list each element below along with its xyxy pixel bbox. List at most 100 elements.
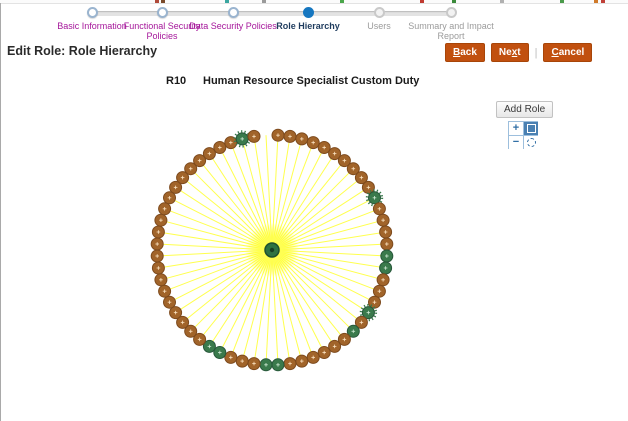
role-node[interactable] [346, 162, 360, 176]
step-circle-role-hierarchy [302, 7, 314, 18]
role-node[interactable] [163, 295, 176, 309]
role-node[interactable] [193, 154, 207, 168]
role-node[interactable] [283, 129, 297, 143]
role-node[interactable] [202, 147, 216, 161]
role-node[interactable] [213, 141, 227, 154]
back-button[interactable]: Back [445, 43, 485, 62]
stepper-track [92, 11, 451, 16]
role-node[interactable] [151, 261, 165, 275]
step-circle-basic-information[interactable] [86, 7, 98, 18]
role-node[interactable] [150, 237, 164, 251]
favicon-fragment [161, 0, 165, 3]
role-node[interactable] [376, 213, 390, 227]
role-node[interactable] [317, 346, 331, 359]
role-node-green[interactable] [233, 130, 251, 148]
role-node[interactable] [154, 273, 168, 287]
role-node-green[interactable] [271, 358, 285, 372]
role-node[interactable] [372, 284, 386, 298]
page-title: Edit Role: Role Hierarchy [7, 44, 158, 58]
role-node[interactable] [224, 136, 238, 150]
role-node[interactable] [247, 357, 261, 371]
role-node[interactable] [184, 162, 198, 176]
favicon-fragment [452, 0, 456, 3]
step-label-role-hierarchy: Role Hierarchy [276, 21, 340, 31]
role-node[interactable] [176, 171, 190, 185]
zoom-in-button[interactable]: + [509, 122, 523, 135]
zoom-to-fit-icon [526, 124, 536, 133]
cancel-button[interactable]: Cancel [543, 43, 593, 62]
favicon-fragment [601, 0, 605, 3]
role-node[interactable] [151, 225, 165, 239]
role-hierarchy-diagram [150, 128, 394, 372]
role-node[interactable] [283, 357, 297, 371]
role-node[interactable] [337, 154, 351, 168]
role-node-green[interactable] [359, 303, 378, 322]
favicon-fragment [420, 0, 424, 3]
favicon-fragment [155, 0, 159, 3]
add-role-button[interactable]: Add Role [496, 101, 554, 118]
role-node[interactable] [193, 332, 207, 346]
role-node-green[interactable] [202, 339, 216, 353]
role-node[interactable] [380, 237, 394, 251]
role-node[interactable] [372, 202, 386, 216]
role-node[interactable] [379, 225, 393, 239]
step-circle-functional-security-policies[interactable] [156, 7, 168, 18]
role-node[interactable] [158, 202, 172, 216]
browser-edge-strip [0, 0, 628, 4]
next-button[interactable]: Next [490, 43, 529, 62]
favicon-fragment [500, 0, 504, 3]
role-node-green[interactable] [213, 346, 227, 359]
role-node[interactable] [224, 350, 238, 364]
step-label-basic-information[interactable]: Basic Information [57, 21, 127, 31]
role-node-green[interactable] [365, 189, 384, 207]
step-label-data-security-policies[interactable]: Data Security Policies [189, 21, 277, 31]
role-node[interactable] [235, 354, 249, 368]
root-role-node[interactable] [264, 242, 280, 258]
favicon-fragment [594, 0, 598, 3]
role-node[interactable] [337, 332, 351, 346]
role-node[interactable] [158, 284, 172, 298]
role-code: R10 [166, 75, 187, 87]
role-name: Human Resource Specialist Custom Duty [203, 75, 420, 87]
zoom-out-button[interactable]: − [509, 136, 523, 149]
zoom-to-fit-button[interactable] [524, 122, 538, 135]
role-node-green[interactable] [346, 324, 360, 338]
zoom-out-icon: − [512, 136, 520, 148]
role-node[interactable] [169, 180, 183, 194]
role-node[interactable] [271, 128, 285, 142]
role-node[interactable] [328, 147, 342, 161]
step-circle-users [373, 7, 385, 18]
role-node[interactable] [306, 136, 320, 150]
step-circle-data-security-policies[interactable] [227, 7, 239, 18]
favicon-fragment [560, 0, 564, 3]
window-left-border [0, 3, 1, 421]
role-node[interactable] [376, 273, 390, 287]
role-node[interactable] [354, 315, 368, 329]
role-node[interactable] [169, 306, 183, 320]
wizard-stepper: Basic Information Functional Security Pol… [0, 0, 628, 42]
role-node-green[interactable] [259, 358, 273, 372]
favicon-fragment [340, 0, 344, 3]
role-node-green[interactable] [380, 249, 394, 263]
zoom-center-icon [526, 138, 536, 147]
step-circle-summary-and-impact-report [445, 7, 457, 18]
role-node[interactable] [354, 171, 368, 185]
role-node[interactable] [176, 315, 190, 329]
zoom-center-button[interactable] [524, 136, 538, 149]
role-node[interactable] [154, 213, 168, 227]
role-node[interactable] [295, 132, 309, 146]
role-node[interactable] [150, 249, 164, 263]
step-label-functional-security-policies[interactable]: Functional Security Policies [123, 21, 201, 41]
role-node[interactable] [295, 354, 309, 368]
role-node[interactable] [247, 129, 261, 143]
role-node[interactable] [306, 350, 320, 364]
role-node[interactable] [184, 324, 198, 338]
role-node[interactable] [163, 191, 176, 205]
step-label-summary-and-impact-report: Summary and Impact Report [408, 21, 494, 41]
role-node[interactable] [317, 141, 331, 154]
zoom-in-icon: + [512, 122, 520, 134]
favicon-fragment [225, 0, 229, 3]
role-node-green[interactable] [379, 261, 393, 275]
role-node[interactable] [328, 339, 342, 353]
